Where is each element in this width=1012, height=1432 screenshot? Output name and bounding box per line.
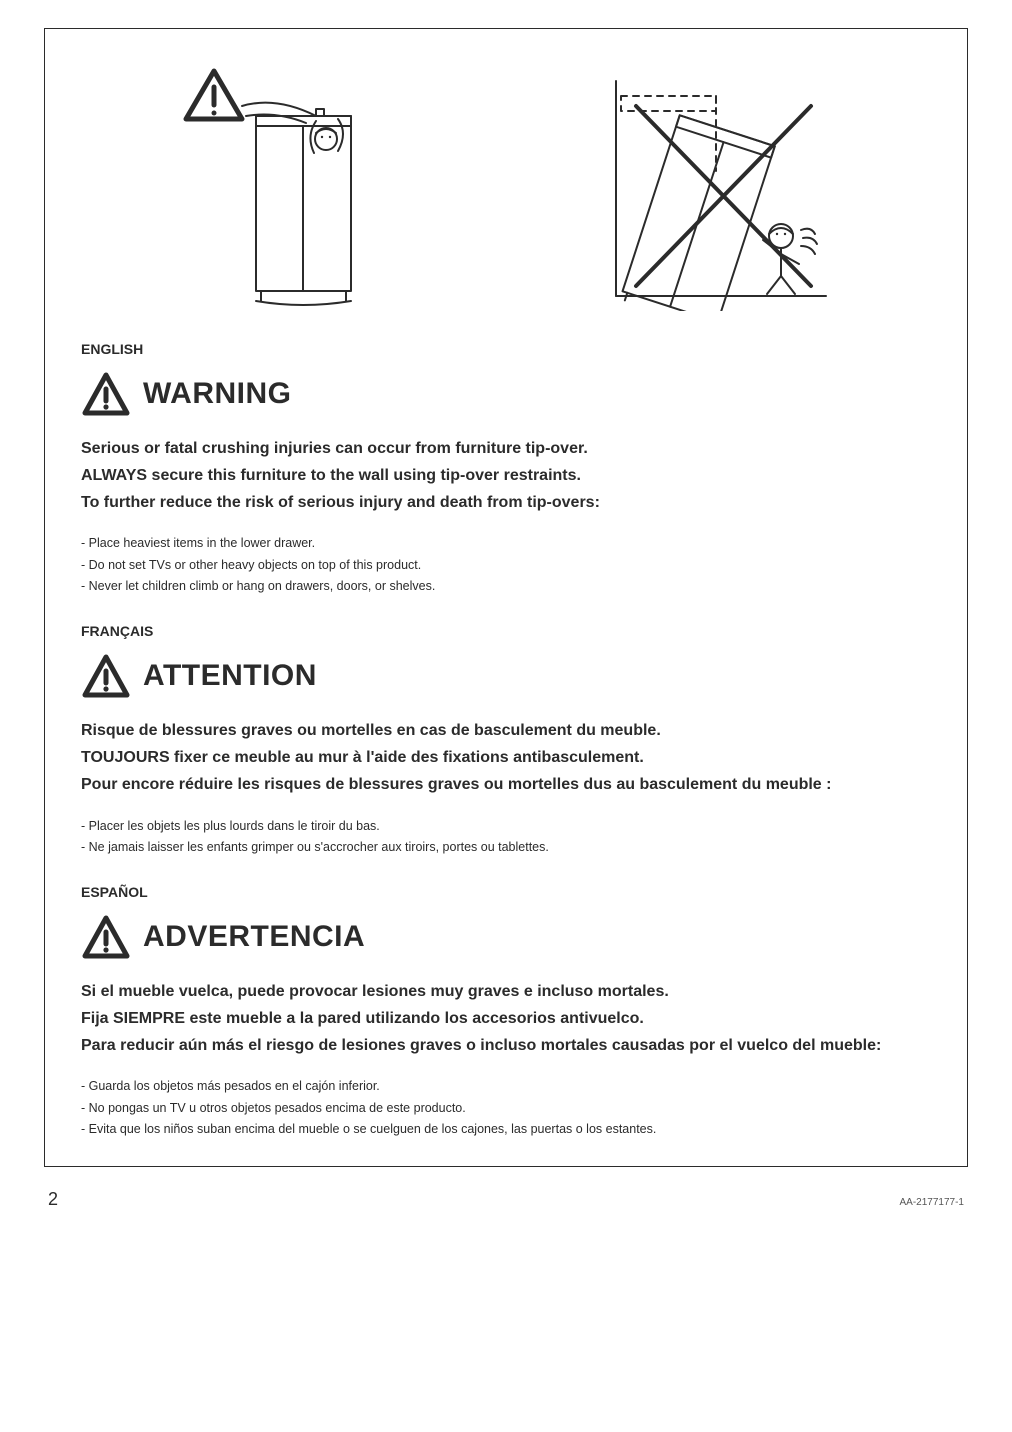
bullets-espanol: - Guarda los objetos más pesados en el c…	[81, 1076, 931, 1140]
bullet-line: - Do not set TVs or other heavy objects …	[81, 555, 931, 576]
heading-row-francais: ATTENTION	[81, 653, 931, 699]
page: ENGLISH WARNING Serious or fatal crushin…	[0, 0, 1012, 1432]
bold-block-espanol: Si el mueble vuelca, puede provocar lesi…	[81, 980, 931, 1058]
illustrations-row	[81, 61, 931, 311]
bullet-line: - Place heaviest items in the lower draw…	[81, 533, 931, 554]
bold-line: Pour encore réduire les risques de bless…	[81, 773, 931, 798]
bold-line: TOUJOURS fixer ce meuble au mur à l'aide…	[81, 746, 931, 771]
bold-line: Fija SIEMPRE este mueble a la pared util…	[81, 1007, 931, 1032]
bold-line: Para reducir aún más el riesgo de lesion…	[81, 1034, 931, 1059]
illustration-tipping	[586, 61, 846, 311]
bullets-english: - Place heaviest items in the lower draw…	[81, 533, 931, 597]
warning-icon	[81, 371, 131, 417]
bold-line: To further reduce the risk of serious in…	[81, 491, 931, 516]
content-frame: ENGLISH WARNING Serious or fatal crushin…	[44, 28, 968, 1167]
heading-row-espanol: ADVERTENCIA	[81, 914, 931, 960]
heading-english: WARNING	[143, 377, 292, 411]
page-number: 2	[48, 1189, 58, 1210]
document-id: AA-2177177-1	[900, 1197, 965, 1208]
bullet-line: - Never let children climb or hang on dr…	[81, 576, 931, 597]
bullet-line: - Guarda los objetos más pesados en el c…	[81, 1076, 931, 1097]
bold-block-english: Serious or fatal crushing injuries can o…	[81, 437, 931, 515]
heading-row-english: WARNING	[81, 371, 931, 417]
warning-icon	[81, 653, 131, 699]
lang-label-english: ENGLISH	[81, 341, 931, 357]
illustration-anchored	[166, 61, 416, 311]
bullets-francais: - Placer les objets les plus lourds dans…	[81, 816, 931, 859]
bullet-line: - Placer les objets les plus lourds dans…	[81, 816, 931, 837]
heading-espanol: ADVERTENCIA	[143, 920, 365, 954]
warning-icon	[81, 914, 131, 960]
lang-label-francais: FRANÇAIS	[81, 623, 931, 639]
bullet-line: - Evita que los niños suban encima del m…	[81, 1119, 931, 1140]
lang-label-espanol: ESPAÑOL	[81, 884, 931, 900]
bullet-line: - Ne jamais laisser les enfants grimper …	[81, 837, 931, 858]
bold-line: Serious or fatal crushing injuries can o…	[81, 437, 931, 462]
bold-line: Risque de blessures graves ou mortelles …	[81, 719, 931, 744]
bold-line: ALWAYS secure this furniture to the wall…	[81, 464, 931, 489]
bold-block-francais: Risque de blessures graves ou mortelles …	[81, 719, 931, 797]
heading-francais: ATTENTION	[143, 659, 317, 693]
bold-line: Si el mueble vuelca, puede provocar lesi…	[81, 980, 931, 1005]
page-footer: 2 AA-2177177-1	[44, 1189, 968, 1210]
bullet-line: - No pongas un TV u otros objetos pesado…	[81, 1098, 931, 1119]
